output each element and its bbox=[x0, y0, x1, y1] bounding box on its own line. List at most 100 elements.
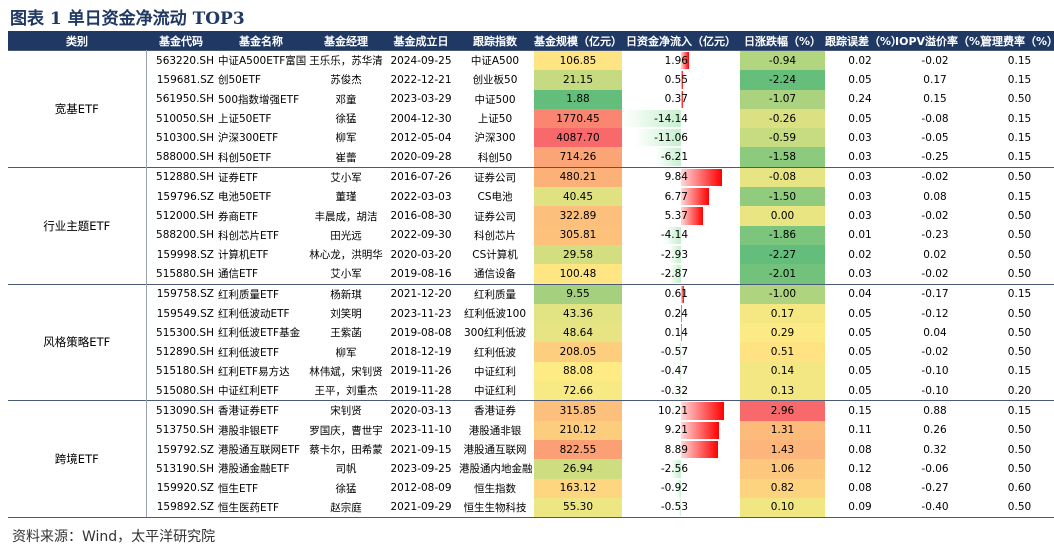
net-inflow-value: 0.55 bbox=[664, 73, 688, 86]
category-cell: 行业主题ETF bbox=[8, 166, 147, 285]
fund-code: 159920.SZ bbox=[156, 482, 214, 495]
fund-name: 港股非银ETF bbox=[218, 424, 280, 437]
tracking-index: CS电池 bbox=[477, 191, 513, 204]
table-row: 宽基ETF 563220.SH 中证A500ETF富国 王乐乐，苏华清 2024-09-… bbox=[8, 50, 1054, 168]
daily-change: -1.86 bbox=[740, 225, 825, 245]
column-header: 管理费率（%） bbox=[975, 31, 1054, 51]
inception-date: 2020-03-13 bbox=[386, 400, 456, 421]
table-row: 515180.SH 红利ETF易方达 林伟斌，宋钊贤 2019-11-26 中证红利 88… bbox=[8, 361, 1054, 382]
fund-manager: 田光远 bbox=[330, 229, 362, 242]
net-inflow-value: 10.21 bbox=[657, 404, 688, 417]
net-inflow-cell: 8.89 bbox=[622, 440, 740, 459]
daily-change: -0.59 bbox=[740, 128, 825, 148]
tracking-index: 红利低波 bbox=[474, 346, 516, 359]
fund-name: 恒生ETF bbox=[218, 482, 259, 495]
fund-code: 159681.SZ bbox=[156, 73, 214, 86]
iopv-premium: 0.04 bbox=[923, 326, 947, 339]
net-inflow-cell: 9.21 bbox=[622, 421, 740, 440]
fund-manager: 王平，刘重杰 bbox=[314, 385, 378, 398]
table-row: 513750.SH 港股非银ETF 罗国庆，曹世宇 2023-11-10 港股通非银 21… bbox=[8, 420, 1054, 440]
net-inflow-cell: -4.14 bbox=[622, 226, 740, 245]
table-row: 跨境ETF 513090.SH 香港证券ETF 宋钊贤 2020-03-13 香港证券 31… bbox=[8, 400, 1054, 519]
fund-name: 沪深300ETF bbox=[218, 132, 279, 145]
net-inflow-value: -0.53 bbox=[660, 501, 688, 514]
daily-change: 2.96 bbox=[740, 400, 825, 421]
fund-manager: 司帆 bbox=[335, 463, 357, 476]
net-inflow-value: 9.84 bbox=[664, 171, 688, 184]
net-inflow-bar bbox=[669, 265, 681, 283]
inception-date: 2012-05-04 bbox=[390, 131, 452, 144]
fund-name: 红利低波ETF bbox=[218, 346, 280, 359]
tracking-index: 证券公司 bbox=[456, 166, 534, 188]
category-cell: 跨境ETF bbox=[8, 400, 147, 519]
fund-code: 513190.SH bbox=[156, 462, 214, 475]
fund-size: 55.30 bbox=[534, 497, 622, 519]
inception-date: 2022-03-03 bbox=[390, 190, 452, 203]
fund-size: 43.36 bbox=[534, 303, 622, 324]
net-inflow-value: -14.14 bbox=[654, 112, 688, 125]
daily-change: 0.82 bbox=[740, 478, 825, 498]
column-header: IOPV溢价率（%） bbox=[895, 31, 991, 51]
column-header: 跟踪指数 bbox=[456, 31, 534, 51]
iopv-premium: -0.23 bbox=[921, 229, 949, 242]
tracking-error: 0.03 bbox=[825, 166, 895, 188]
inception-date: 2022-09-30 bbox=[390, 229, 452, 242]
tracking-index: 中证500 bbox=[474, 93, 516, 106]
fund-code: 159796.SZ bbox=[156, 190, 214, 203]
tracking-error: 0.05 bbox=[848, 326, 872, 339]
fund-code: 159998.SZ bbox=[156, 248, 214, 261]
fund-name: 香港证券ETF bbox=[216, 400, 306, 421]
table-row: 159681.SZ 创50ETF 苏俊杰 2022-12-21 创业板50 21.15 0.… bbox=[8, 70, 1054, 90]
daily-change: 1.31 bbox=[740, 420, 825, 440]
tracking-index: 中证红利 bbox=[474, 365, 516, 378]
management-fee: 0.50 bbox=[1007, 443, 1032, 456]
net-inflow-bar bbox=[681, 421, 720, 439]
fund-manager: 邓童 bbox=[335, 93, 357, 106]
fund-code: 159758.SZ bbox=[146, 283, 216, 304]
net-inflow-value: -4.14 bbox=[660, 229, 688, 242]
tracking-index: 港股通互联网 bbox=[463, 444, 527, 457]
table-row: 510300.SH 沪深300ETF 柳军 2012-05-04 沪深300 4087.7… bbox=[8, 128, 1054, 148]
tracking-error: 0.05 bbox=[848, 307, 872, 320]
daily-change: -2.27 bbox=[740, 244, 825, 265]
fund-name: 通信ETF bbox=[218, 268, 259, 281]
net-inflow-value: 0.61 bbox=[664, 288, 688, 301]
table-row: 159549.SZ 红利低波动ETF 刘笑明 2023-11-23 红利低波100 43.… bbox=[8, 303, 1054, 324]
fund-name: 红利ETF易方达 bbox=[218, 365, 290, 378]
fund-manager: 苏俊杰 bbox=[330, 74, 362, 87]
net-inflow-bar bbox=[681, 285, 684, 303]
fund-name: 红利低波动ETF bbox=[218, 308, 290, 320]
net-inflow-cell: 0.55 bbox=[622, 70, 740, 89]
fund-name: 券商ETF bbox=[218, 210, 259, 223]
table-row: 159796.SZ 电池50ETF 董瑾 2022-03-03 CS电池 40.45 6.7… bbox=[8, 187, 1054, 207]
fund-manager: 董瑾 bbox=[335, 191, 357, 204]
net-inflow-value: 8.89 bbox=[664, 443, 688, 456]
daily-change: 0.17 bbox=[740, 303, 825, 324]
fund-size: 305.81 bbox=[534, 225, 622, 245]
iopv-premium: -0.17 bbox=[895, 283, 975, 304]
inception-date: 2021-09-29 bbox=[386, 497, 456, 519]
fund-manager: 宋钊贤 bbox=[306, 400, 386, 421]
fund-name: 证券ETF bbox=[216, 166, 306, 188]
net-inflow-value: 5.37 bbox=[664, 210, 688, 223]
net-inflow-bar bbox=[681, 440, 719, 459]
net-inflow-cell: -0.32 bbox=[622, 381, 740, 401]
management-fee: 0.50 bbox=[1007, 210, 1032, 223]
iopv-premium: 0.88 bbox=[895, 400, 975, 421]
daily-change: 1.06 bbox=[740, 459, 825, 479]
fund-size: 822.55 bbox=[534, 439, 622, 460]
table-row: 行业主题ETF 512880.SH 证券ETF 艾小军 2016-07-26 证券公司 48… bbox=[8, 166, 1054, 285]
fund-code: 159792.SZ bbox=[156, 443, 214, 456]
tracking-error: 0.02 bbox=[825, 50, 895, 71]
fund-code: 513090.SH bbox=[146, 400, 216, 421]
net-inflow-bar bbox=[679, 382, 681, 400]
management-fee: 0.50 bbox=[975, 497, 1054, 519]
net-inflow-cell: -2.87 bbox=[622, 264, 740, 284]
management-fee: 0.15 bbox=[1007, 151, 1032, 164]
tracking-error: 0.03 bbox=[848, 151, 872, 164]
tracking-error: 0.05 bbox=[848, 73, 872, 86]
tracking-index: 中证A500 bbox=[456, 50, 534, 71]
table-row: 159792.SZ 港股通互联网ETF 蔡卡尔，田希蒙 2021-09-15 港股通互联… bbox=[8, 439, 1054, 460]
daily-change: 0.51 bbox=[740, 342, 825, 362]
tracking-index: 港股通内地金融 bbox=[459, 463, 533, 476]
